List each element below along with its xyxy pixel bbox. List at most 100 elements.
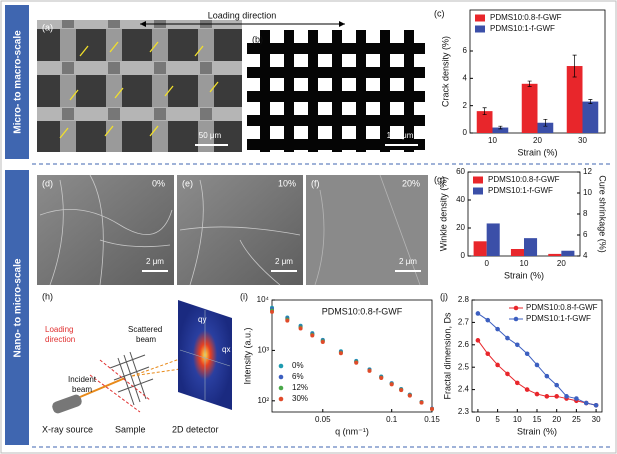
legend-label: PDMS10:1-f-GWF: [488, 186, 553, 195]
crack-arrows: [59, 41, 219, 139]
point: [320, 339, 325, 344]
incident-beam: [79, 377, 126, 398]
point: [564, 394, 569, 399]
wrinkles: [39, 174, 173, 286]
detector-text: 2D detector: [172, 424, 219, 434]
legend-label: 0%: [292, 361, 304, 370]
y-axis-label: Fractal dimension, Ds: [442, 312, 452, 400]
point: [534, 362, 540, 368]
point: [583, 400, 589, 406]
x-tick-label: 30: [578, 136, 587, 145]
y-tick-label: 10⁴: [257, 295, 270, 304]
x-axis-label: Strain (%): [504, 270, 544, 280]
point: [544, 373, 550, 379]
loading-arrow: [99, 359, 151, 401]
point: [554, 394, 559, 399]
bar: [561, 250, 575, 256]
error-bar: [588, 99, 593, 104]
y-tick-label: 2.3: [458, 407, 470, 416]
legend-label: 12%: [292, 383, 308, 392]
point: [534, 391, 540, 397]
point: [524, 387, 530, 392]
bar: [524, 238, 538, 256]
y-tick-label: 2: [463, 101, 468, 110]
error-bar: [572, 54, 577, 78]
bar: [476, 111, 493, 133]
scale-text: 100 μm: [387, 131, 414, 140]
xray-source: [52, 394, 82, 414]
panel-label: (h): [42, 291, 53, 301]
panel-label: (a): [42, 22, 53, 32]
point: [285, 318, 290, 323]
y-tick-label: 2.6: [458, 340, 470, 349]
y-tick-label: 0: [463, 128, 468, 137]
point: [485, 317, 491, 323]
x-axis-label: q (nm⁻¹): [335, 426, 369, 436]
x-tick-label: 15: [533, 415, 542, 424]
detector-axis: [179, 349, 231, 367]
y2-tick-label: 6: [583, 230, 588, 239]
y2-axis-label: Cure shrinkage (%): [598, 175, 608, 253]
panel-label: (j): [440, 291, 448, 301]
bar: [548, 253, 562, 256]
point: [298, 326, 303, 331]
loading-text: Loading direction: [208, 10, 277, 20]
y2-tick-label: 10: [583, 188, 592, 197]
scattered-beam: [131, 364, 209, 377]
error-bar: [482, 107, 487, 115]
strain-text: 20%: [402, 178, 420, 188]
x-tick-label: 0.15: [424, 415, 440, 424]
x-axis-label: Strain (%): [517, 147, 557, 157]
x-tick-label: 10: [513, 415, 522, 424]
panel-label: (g): [434, 174, 445, 184]
point: [354, 360, 359, 365]
annotation: PDMS10:0.8-f-GWF: [322, 306, 403, 316]
point: [505, 371, 510, 377]
wrinkles: [314, 174, 421, 286]
sem-image: [37, 175, 174, 285]
y-tick-label: 2.8: [458, 295, 470, 304]
y-tick-label: 2.5: [458, 362, 470, 371]
incident-text: beam: [72, 385, 92, 394]
legend-swatch: [475, 14, 485, 22]
qy-label: qy: [198, 315, 206, 324]
x-tick-label: 20: [552, 415, 561, 424]
point: [399, 388, 404, 393]
y2-tick-label: 8: [583, 209, 588, 218]
point: [515, 342, 520, 348]
bar: [537, 122, 554, 133]
loading-text: direction: [45, 335, 75, 344]
x-tick-label: 0.05: [315, 415, 331, 424]
loading-arrow: [89, 374, 141, 413]
legend-swatch: [278, 396, 284, 402]
source-text: X-ray source: [42, 424, 93, 434]
y-tick-label: 4: [463, 73, 468, 82]
legend-swatch: [278, 385, 284, 391]
bar: [521, 83, 538, 133]
panel-label: (b): [252, 34, 263, 44]
bar: [492, 127, 509, 133]
x-tick-label: 0: [484, 259, 489, 268]
point: [574, 396, 579, 401]
sample: [109, 351, 154, 406]
sem-image: [177, 175, 303, 285]
x-axis-label: Strain (%): [517, 426, 557, 436]
scattered-text: Scattered: [128, 325, 162, 334]
x-tick-label: 20: [533, 136, 542, 145]
y-tick-label: 60: [456, 167, 465, 176]
sem-image: [37, 20, 242, 152]
panel-label: (c): [434, 8, 445, 18]
x-tick-label: 30: [592, 415, 601, 424]
point: [338, 351, 343, 356]
sem-image: [306, 175, 428, 285]
legend-label: 6%: [292, 372, 304, 381]
strain-text: 10%: [278, 178, 296, 188]
bar: [566, 66, 583, 133]
legend-swatch: [513, 305, 519, 311]
bar: [473, 241, 487, 256]
error-bar: [498, 125, 503, 130]
line: [477, 313, 597, 406]
y-tick-label: 10³: [257, 346, 269, 355]
